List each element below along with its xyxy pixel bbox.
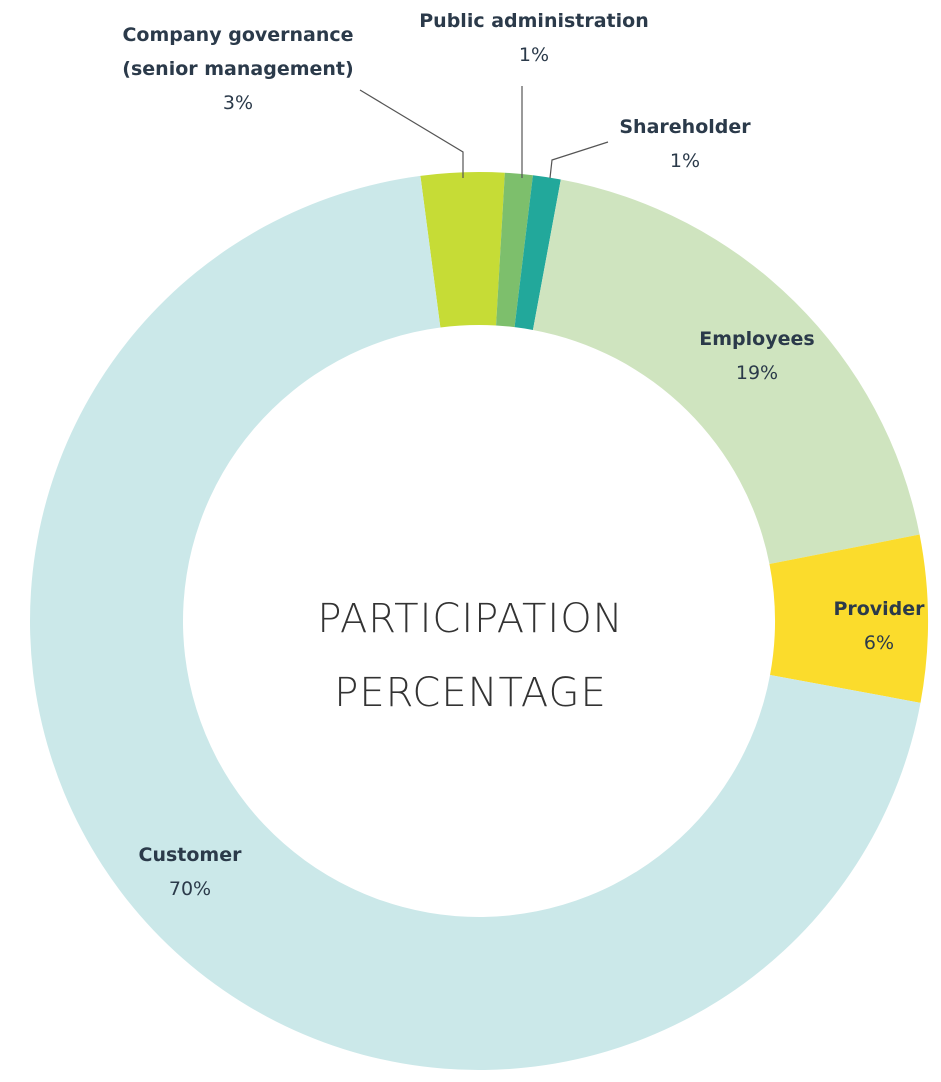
category-name: Customer [138, 844, 242, 866]
donut-segment [420, 172, 505, 328]
segment-label: Customer 70% [90, 838, 290, 906]
segment-label: Public administration 1% [384, 4, 684, 72]
donut-segment [29, 175, 921, 1071]
donut-segment [769, 534, 929, 703]
category-name: Employees [699, 328, 815, 350]
leader-line [549, 141, 609, 179]
value-label: 1% [669, 150, 701, 172]
segment-label: Provider 6% [809, 592, 941, 660]
value-label: 19% [735, 362, 779, 384]
center-text: PERCENTAGE [334, 670, 607, 716]
category-name: Provider [833, 598, 925, 620]
donut-segment [514, 175, 561, 330]
value-label: 3% [222, 92, 254, 114]
category-name: Company governance (senior management) [122, 24, 354, 80]
donut-segment [496, 172, 533, 328]
segment-label: Employees 19% [657, 322, 857, 390]
value-label: 1% [518, 44, 550, 66]
segment-label: Shareholder 1% [585, 110, 785, 178]
segment-label: Company governance (senior management) 3% [113, 18, 363, 120]
center-text: PARTICIPATION [317, 596, 624, 642]
value-label: 6% [863, 632, 895, 654]
leader-line [359, 89, 464, 178]
donut-segment [532, 179, 920, 565]
category-name: Public administration [419, 10, 649, 32]
value-label: 70% [168, 878, 212, 900]
category-name: Shareholder [619, 116, 751, 138]
